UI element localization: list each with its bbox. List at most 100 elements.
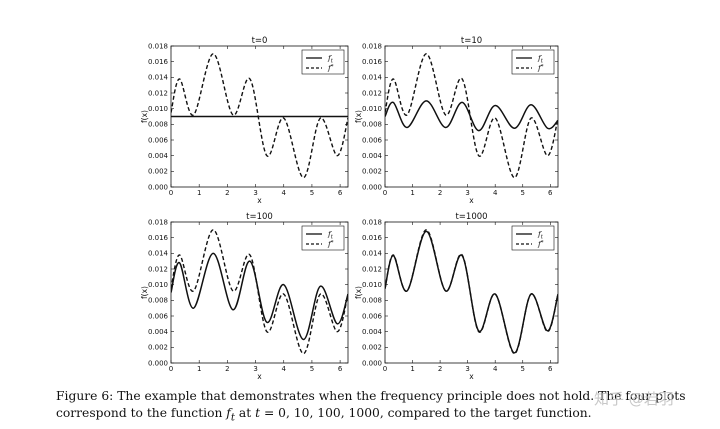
y-tick-label: 0.008 [362, 121, 382, 129]
chart-title: t=0 [252, 36, 268, 46]
x-tick-label: 1 [410, 365, 414, 373]
y-tick-label: 0.008 [148, 297, 168, 305]
legend-symbol: f [327, 54, 332, 63]
x-tick-label: 5 [310, 365, 314, 373]
legend-superscript: * [331, 240, 334, 246]
series-line-target-f-star [171, 229, 348, 355]
y-tick-label: 0.012 [148, 265, 168, 273]
y-tick-label: 0.018 [148, 42, 168, 50]
y-tick-label: 0.014 [362, 250, 383, 258]
y-tick-label: 0.010 [148, 105, 168, 113]
y-axis-label: f(x) [140, 110, 149, 123]
x-tick-label: 4 [282, 189, 287, 197]
y-tick-label: 0.016 [148, 58, 169, 66]
legend-box [301, 225, 345, 251]
legend-entry-f-t: ft [327, 230, 334, 241]
legend-superscript: * [541, 240, 544, 246]
chart-legend: ftf* [511, 225, 555, 251]
y-tick-label: 0.016 [148, 234, 169, 242]
x-axis-label: x [469, 372, 474, 381]
x-tick-label: 1 [410, 189, 414, 197]
x-tick-label: 6 [338, 189, 343, 197]
chart-title: t=10 [461, 36, 482, 46]
x-axis-label: x [257, 372, 262, 381]
legend-subscript: t [541, 59, 544, 65]
series-line-target-f-star [385, 53, 558, 179]
y-tick-label: 0.004 [362, 328, 383, 336]
y-tick-label: 0.006 [362, 136, 383, 144]
legend-entry-f-star: f* [327, 64, 334, 73]
x-tick-label: 3 [253, 365, 257, 373]
x-tick-label: 5 [521, 189, 525, 197]
legend-symbol: f [327, 64, 332, 73]
x-tick-label: 3 [465, 365, 469, 373]
y-tick-label: 0.014 [148, 250, 169, 258]
y-tick-label: 0.008 [362, 297, 382, 305]
watermark-text: 知乎 @若羽 [594, 390, 674, 408]
legend-superscript: * [331, 64, 334, 70]
legend-subscript: t [331, 235, 334, 241]
y-tick-label: 0.016 [362, 234, 383, 242]
caption-line-1: Figure 6: The example that demonstrates … [56, 389, 686, 403]
chart-panel-1: t=0 0.000 0.002 0.004 0.006 0.008 0.010 0.012 0.… [140, 36, 349, 205]
y-tick-label: 0.008 [148, 121, 168, 129]
legend-box [511, 225, 555, 251]
x-tick-label: 2 [438, 189, 442, 197]
x-tick-label: 3 [253, 189, 257, 197]
y-tick-label: 0.010 [362, 281, 382, 289]
y-tick-label: 0.004 [362, 152, 383, 160]
caption-math-sub-t: t [230, 411, 235, 424]
y-axis-label: f(x) [140, 286, 149, 299]
x-axis-label: x [469, 196, 474, 205]
legend-box [301, 49, 345, 75]
y-tick-label: 0.002 [362, 344, 382, 352]
x-tick-label: 4 [493, 365, 498, 373]
x-tick-label: 2 [225, 365, 229, 373]
legend-symbol: f [537, 240, 542, 249]
y-tick-label: 0.006 [362, 312, 383, 320]
y-axis-label: f(x) [354, 286, 363, 299]
legend-entry-f-star: f* [327, 240, 334, 249]
x-tick-label: 3 [465, 189, 469, 197]
y-tick-label: 0.002 [148, 168, 168, 176]
legend-superscript: * [541, 64, 544, 70]
x-tick-label: 1 [197, 365, 201, 373]
legend-symbol: f [537, 64, 542, 73]
x-tick-label: 6 [548, 189, 553, 197]
y-tick-label: 0.014 [148, 74, 169, 82]
legend-entry-f-t: ft [327, 54, 334, 65]
x-tick-label: 0 [383, 189, 387, 197]
chart-title: t=1000 [455, 212, 487, 222]
x-tick-label: 0 [169, 365, 173, 373]
chart-panel-3: t=100 0.000 0.002 0.004 0.006 0.008 0.010 0.012… [140, 212, 349, 381]
plot-frame [384, 221, 559, 364]
legend-entry-f-star: f* [537, 240, 544, 249]
x-tick-label: 4 [493, 189, 498, 197]
legend-symbol: f [327, 230, 332, 239]
x-tick-label: 2 [438, 365, 442, 373]
y-tick-label: 0.012 [362, 89, 382, 97]
y-tick-label: 0.002 [148, 344, 168, 352]
figure-caption: Figure 6: The example that demonstrates … [56, 388, 696, 426]
series-line-target-f-star [171, 53, 348, 179]
series-line-f-t [171, 252, 348, 341]
caption-line-2-d: at [234, 406, 256, 420]
x-tick-label: 6 [338, 365, 343, 373]
legend-subscript: t [541, 235, 544, 241]
legend-symbol: f [327, 240, 332, 249]
legend-symbol: f [537, 230, 542, 239]
x-tick-label: 4 [282, 365, 287, 373]
caption-line-2: correspond to the function ft at t = 0, … [56, 405, 696, 426]
y-tick-label: 0.000 [148, 183, 168, 191]
y-tick-label: 0.016 [362, 58, 383, 66]
series-line-target-f-star [385, 229, 558, 355]
x-tick-label: 1 [197, 189, 201, 197]
chart-title: t=100 [246, 212, 273, 222]
y-tick-label: 0.002 [362, 168, 382, 176]
x-tick-label: 0 [383, 365, 387, 373]
x-tick-label: 5 [521, 365, 525, 373]
legend-box [511, 49, 555, 75]
chart-panel-4: t=1000 0.000 0.002 0.004 0.006 0.008 0.010 0.01… [354, 212, 559, 381]
chart-legend: ftf* [301, 225, 345, 251]
